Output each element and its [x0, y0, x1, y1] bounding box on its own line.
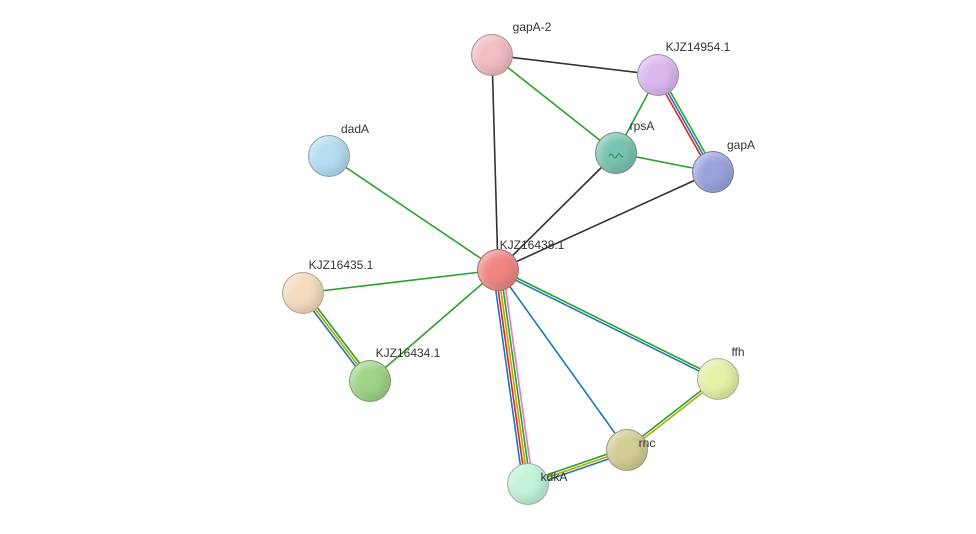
node-KJZ16438_1[interactable]	[477, 249, 519, 291]
edge	[500, 270, 530, 484]
node-label: ffh	[731, 345, 744, 359]
node-gapA_2[interactable]	[471, 34, 513, 76]
node-label: dadA	[341, 122, 369, 136]
node-label: rnc	[639, 436, 656, 450]
node-label: KJZ16434.1	[376, 346, 441, 360]
edge	[498, 172, 713, 270]
edge	[497, 271, 717, 380]
node-label: kdkA	[541, 470, 568, 484]
node-rpsA[interactable]	[595, 132, 637, 174]
node-dadA[interactable]	[308, 135, 350, 177]
structure-glyph-icon	[608, 148, 624, 158]
edge	[499, 269, 719, 378]
node-label: KJZ16435.1	[309, 258, 374, 272]
node-label: gapA-2	[513, 20, 552, 34]
node-label: KJZ14954.1	[666, 40, 731, 54]
node-label: KJZ16438.1	[500, 238, 565, 252]
node-gapA[interactable]	[692, 151, 734, 193]
node-KJZ14954_1[interactable]	[637, 54, 679, 96]
node-ffh[interactable]	[697, 358, 739, 400]
edge	[498, 270, 528, 484]
edge	[492, 55, 498, 270]
node-label: gapA	[727, 138, 755, 152]
edge	[303, 270, 498, 293]
edge	[492, 55, 658, 75]
edge	[329, 156, 498, 270]
network-graph: KJZ16438.1 gapA-2 KJZ14954.1 rpsA gapA dadA KJ…	[0, 0, 976, 534]
edge	[498, 153, 616, 270]
node-label: rpsA	[630, 119, 655, 133]
edge	[370, 270, 498, 381]
edge	[492, 55, 616, 153]
node-KJZ16435_1[interactable]	[282, 272, 324, 314]
node-KJZ16434_1[interactable]	[349, 360, 391, 402]
